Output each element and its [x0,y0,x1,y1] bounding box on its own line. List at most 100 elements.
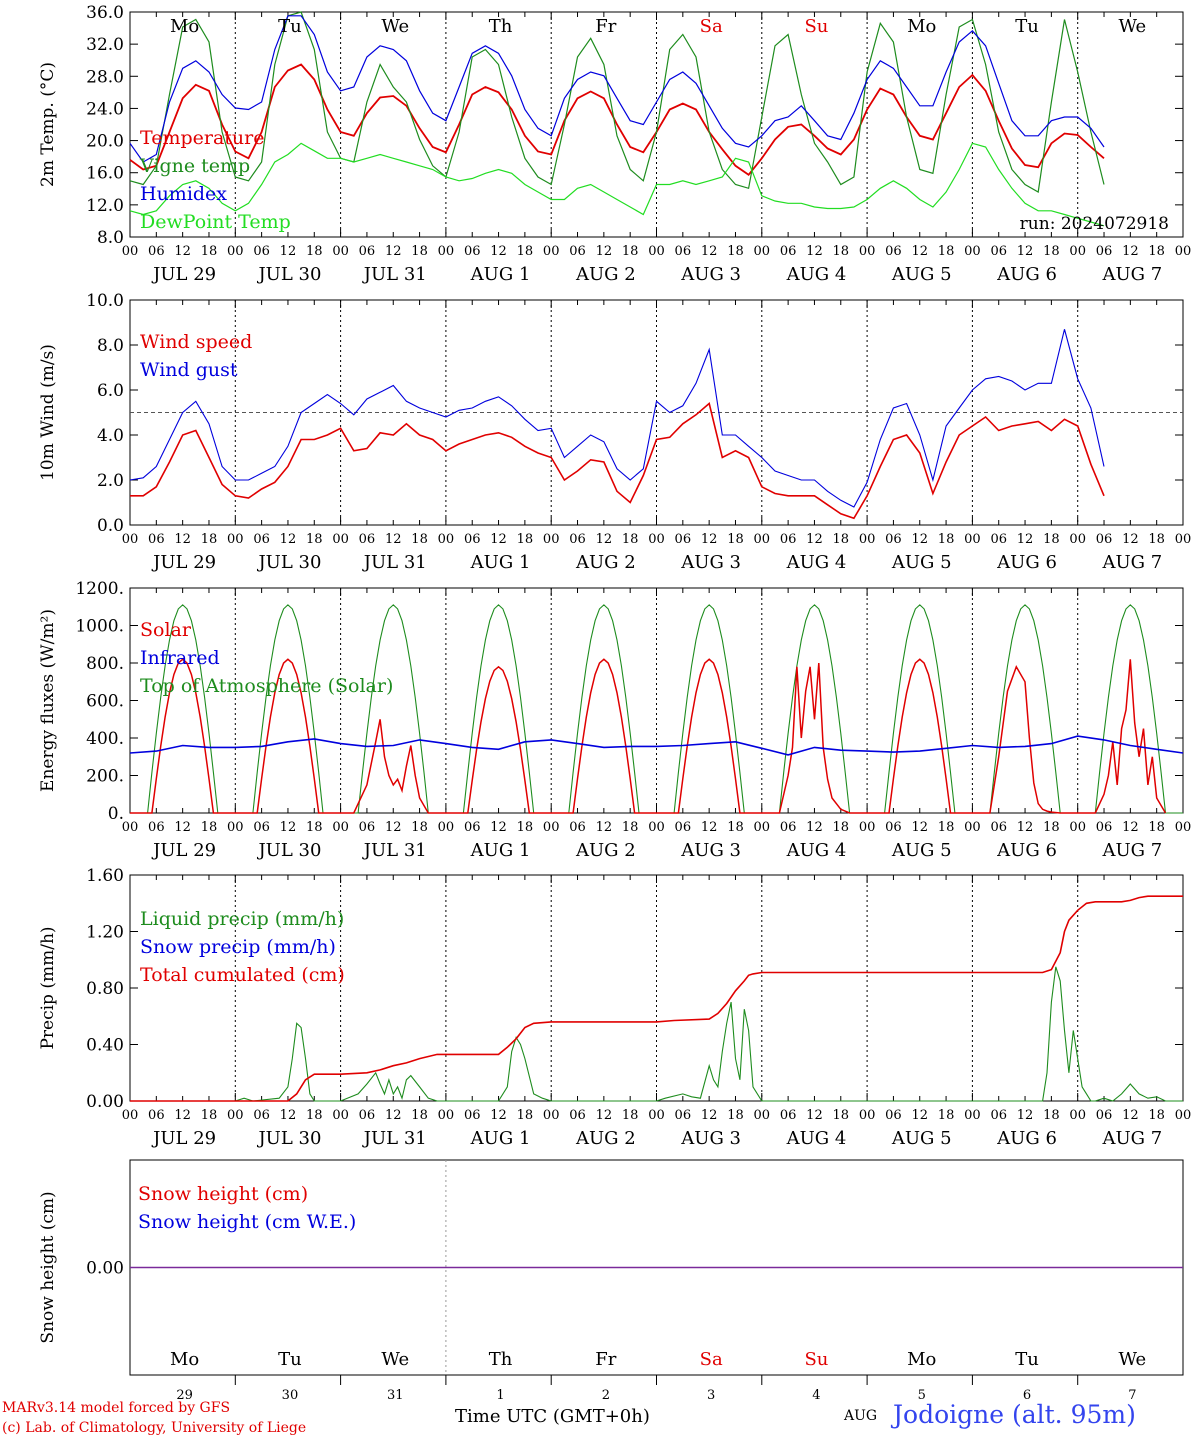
hour-label: 12 [280,532,297,547]
hour-label: 18 [201,532,218,547]
hour-label: 18 [1043,820,1060,835]
hour-label: 06 [359,1108,376,1123]
y-tick-label: 0.80 [86,979,124,999]
hour-label: 12 [280,1108,297,1123]
hour-label: 18 [517,244,534,259]
hour-label: 00 [438,820,455,835]
weekday-label: Mo [170,1349,199,1370]
hour-label: 00 [1175,532,1192,547]
x-axis-title: Time UTC (GMT+0h) [455,1406,650,1427]
date-label: AUG 4 [786,552,847,573]
weekday-label: Su [804,16,828,37]
y-tick-label: 2.0 [97,471,124,491]
hour-label: 12 [490,1108,507,1123]
y-axis-label: 2m Temp. (°C) [38,62,58,187]
date-label: AUG 6 [996,264,1057,285]
date-label: AUG 5 [891,1128,952,1149]
hour-label: 06 [569,820,586,835]
hour-label: 00 [543,820,560,835]
hour-label: 12 [701,532,718,547]
legend-item: Snow height (cm W.E.) [138,1211,356,1233]
weekday-label: Sa [700,16,723,37]
hour-label: 18 [1043,1108,1060,1123]
hour-label: 06 [780,820,797,835]
hour-label: 18 [411,244,428,259]
hour-label: 00 [332,532,349,547]
hour-label: 00 [964,1108,981,1123]
model-credit: MARv3.14 model forced by GFS [2,1400,231,1416]
day-number: 7 [1128,1388,1136,1403]
day-number: 3 [707,1388,715,1403]
day-number: 1 [496,1388,504,1403]
date-label: AUG 7 [1101,1128,1162,1149]
hour-label: 06 [780,1108,797,1123]
date-label: AUG 4 [786,840,847,861]
hour-label: 06 [1096,1108,1113,1123]
hour-label: 06 [780,532,797,547]
hour-label: 00 [122,244,139,259]
hour-label: 12 [385,1108,402,1123]
date-label: AUG 4 [786,264,847,285]
date-label: JUL 29 [151,552,216,573]
hour-label: 00 [332,244,349,259]
date-label: AUG 4 [786,1128,847,1149]
hour-label: 12 [701,1108,718,1123]
hour-label: 12 [911,820,928,835]
y-tick-label: 0.00 [86,1259,124,1279]
hour-label: 12 [174,1108,191,1123]
infrared-line [129,735,1184,756]
legend-item: Vigne temp [139,155,250,177]
hour-label: 00 [1069,820,1086,835]
hour-label: 06 [990,1108,1007,1123]
date-label: JUL 29 [151,264,216,285]
hour-label: 12 [174,244,191,259]
hour-label: 12 [1122,244,1139,259]
hour-label: 18 [306,1108,323,1123]
hour-label: 06 [253,820,270,835]
legend-item: Temperature [140,127,264,149]
hour-label: 18 [833,244,850,259]
hour-label: 18 [938,532,955,547]
weekday-label: Th [489,16,513,37]
hour-label: 00 [648,532,665,547]
hour-label: 00 [543,1108,560,1123]
hour-label: 12 [280,820,297,835]
hour-label: 06 [464,532,481,547]
date-label: AUG 1 [470,1128,531,1149]
weekday-label: Mo [907,1349,936,1370]
hour-label: 00 [1069,1108,1086,1123]
liquid-precip-line [130,966,1183,1102]
hour-label: 12 [1017,244,1034,259]
hour-label: 18 [201,820,218,835]
day-number: 6 [1023,1388,1031,1403]
hour-label: 00 [1175,1108,1192,1123]
hour-label: 06 [148,244,165,259]
hour-label: 06 [885,244,902,259]
date-label: AUG 7 [1101,264,1162,285]
weekday-label: Fr [595,1349,616,1370]
y-tick-label: 24.0 [86,99,124,119]
date-label: AUG 1 [470,264,531,285]
hour-label: 18 [938,820,955,835]
solar-line [130,658,1167,814]
month-label: AUG [844,1408,878,1424]
date-label: JUL 31 [362,264,427,285]
date-label: AUG 2 [575,552,636,573]
legend-item: DewPoint Temp [140,211,291,233]
y-tick-label: 1.60 [86,866,124,886]
hour-label: 12 [490,820,507,835]
date-label: JUL 31 [362,1128,427,1149]
y-tick-label: 0. [108,804,124,824]
hour-label: 18 [411,820,428,835]
hour-label: 18 [306,244,323,259]
hour-label: 18 [938,1108,955,1123]
hour-label: 12 [701,244,718,259]
hour-label: 00 [438,244,455,259]
hour-label: 18 [201,1108,218,1123]
hour-label: 00 [754,1108,771,1123]
series-line-3 [129,142,1105,227]
hour-label: 00 [859,244,876,259]
hour-label: 12 [596,244,613,259]
hour-label: 06 [253,532,270,547]
